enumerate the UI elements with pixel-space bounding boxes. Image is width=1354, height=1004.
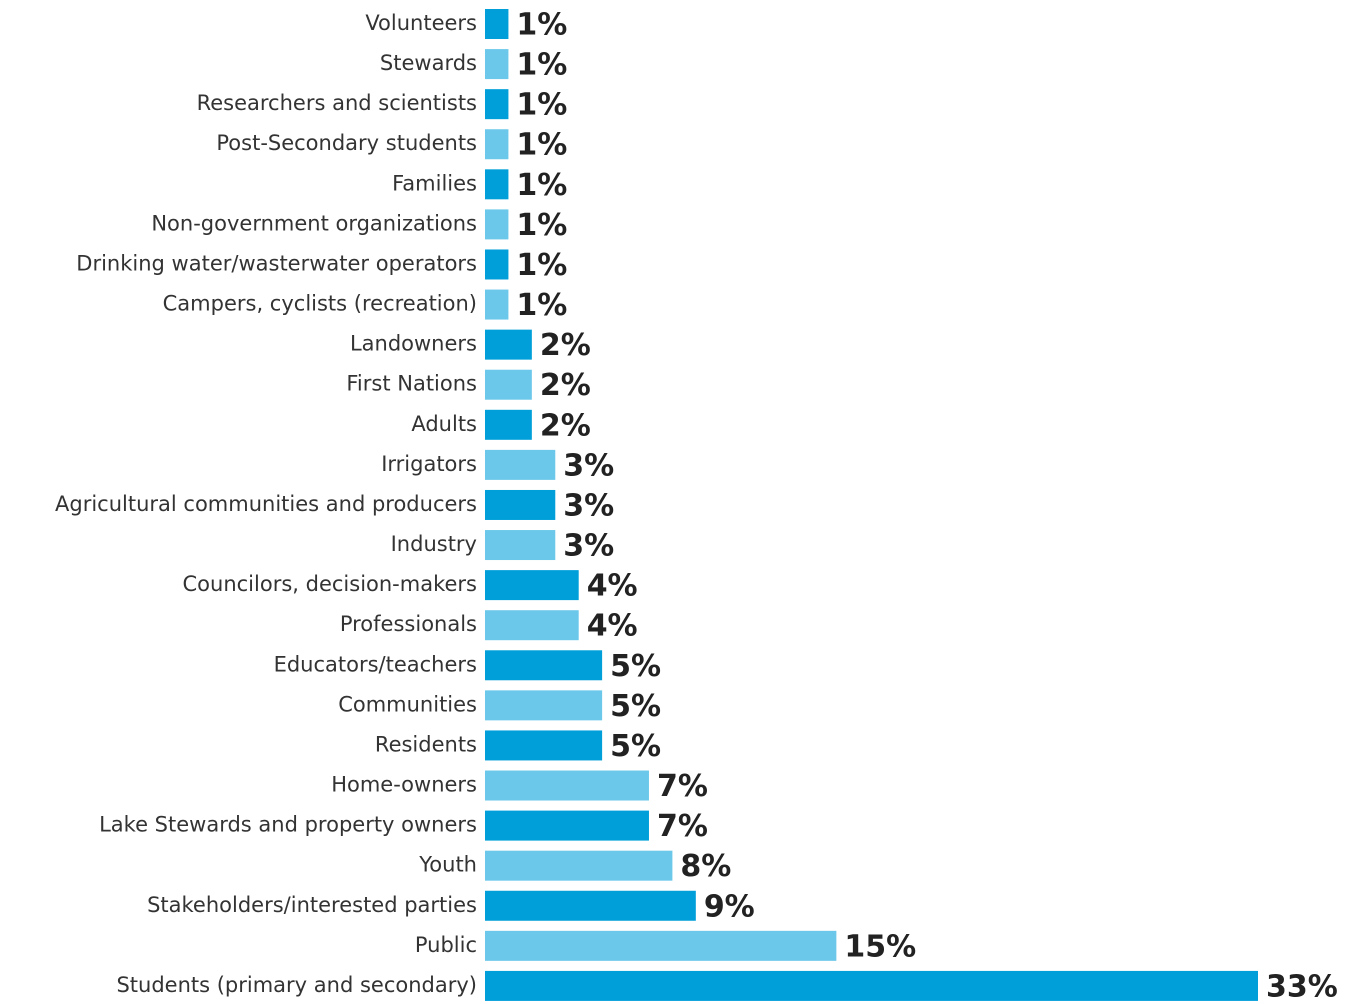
- category-label: Councilors, decision-makers: [183, 572, 478, 596]
- category-label: Public: [415, 933, 477, 957]
- bar: [485, 890, 696, 921]
- value-label: 5%: [610, 689, 661, 724]
- bar: [485, 289, 509, 320]
- value-label: 1%: [516, 8, 567, 43]
- category-label: Lake Stewards and property owners: [99, 813, 477, 837]
- category-label: Campers, cyclists (recreation): [163, 292, 477, 316]
- category-label: Stakeholders/interested parties: [147, 893, 477, 917]
- category-label: Professionals: [340, 612, 477, 636]
- bar: [485, 409, 532, 440]
- value-label: 1%: [516, 88, 567, 123]
- bar: [485, 249, 509, 280]
- bar: [485, 169, 509, 200]
- category-label: Non-government organizations: [151, 211, 477, 235]
- bar: [485, 49, 509, 80]
- value-label: 1%: [516, 208, 567, 243]
- bar: [485, 489, 556, 520]
- value-label: 3%: [563, 448, 614, 483]
- value-label: 3%: [563, 529, 614, 564]
- value-label: 2%: [540, 368, 591, 403]
- bar: [485, 530, 556, 561]
- value-label: 9%: [704, 889, 755, 924]
- category-label: Industry: [391, 532, 477, 556]
- category-label: First Nations: [346, 372, 477, 396]
- bar: [485, 449, 556, 480]
- value-label: 2%: [540, 408, 591, 443]
- category-label: Communities: [338, 692, 477, 716]
- value-label: 4%: [587, 569, 638, 604]
- bar: [485, 770, 649, 801]
- value-label: 5%: [610, 729, 661, 764]
- category-label: Researchers and scientists: [197, 91, 477, 115]
- bar: [485, 930, 837, 961]
- category-label: Post-Secondary students: [216, 131, 477, 155]
- value-label: 8%: [680, 849, 731, 884]
- category-label: Adults: [411, 412, 477, 436]
- value-label: 1%: [516, 48, 567, 83]
- value-label: 5%: [610, 649, 661, 684]
- value-label: 33%: [1266, 969, 1338, 1004]
- bar: [485, 850, 673, 881]
- category-label: Volunteers: [365, 11, 477, 35]
- value-label: 3%: [563, 488, 614, 523]
- category-label: Educators/teachers: [274, 652, 477, 676]
- category-label: Drinking water/wasterwater operators: [76, 251, 477, 275]
- bar: [485, 570, 579, 601]
- category-label: Landowners: [350, 332, 477, 356]
- bar: [485, 9, 509, 39]
- bar: [485, 89, 509, 120]
- value-label: 1%: [516, 128, 567, 163]
- bar: [485, 369, 532, 400]
- value-label: 15%: [844, 929, 916, 964]
- category-label: Students (primary and secondary): [116, 973, 477, 997]
- bar: [485, 730, 603, 761]
- category-label: Residents: [375, 732, 477, 756]
- bar: [485, 610, 579, 641]
- category-label: Home-owners: [331, 773, 477, 797]
- category-label: Irrigators: [381, 452, 477, 476]
- category-label: Families: [392, 171, 477, 195]
- value-label: 7%: [657, 769, 708, 804]
- value-label: 1%: [516, 248, 567, 283]
- category-label: Agricultural communities and producers: [55, 492, 477, 516]
- bar: [485, 970, 1258, 1001]
- category-label: Youth: [418, 853, 477, 877]
- bar: [485, 650, 603, 681]
- category-label: Stewards: [380, 51, 477, 75]
- bar: [485, 129, 509, 160]
- value-label: 4%: [587, 609, 638, 644]
- value-label: 1%: [516, 288, 567, 323]
- value-label: 1%: [516, 168, 567, 203]
- bar: [485, 329, 532, 360]
- value-label: 7%: [657, 809, 708, 844]
- bar: [485, 209, 509, 240]
- bar: [485, 690, 603, 721]
- bar: [485, 810, 649, 841]
- value-label: 2%: [540, 328, 591, 363]
